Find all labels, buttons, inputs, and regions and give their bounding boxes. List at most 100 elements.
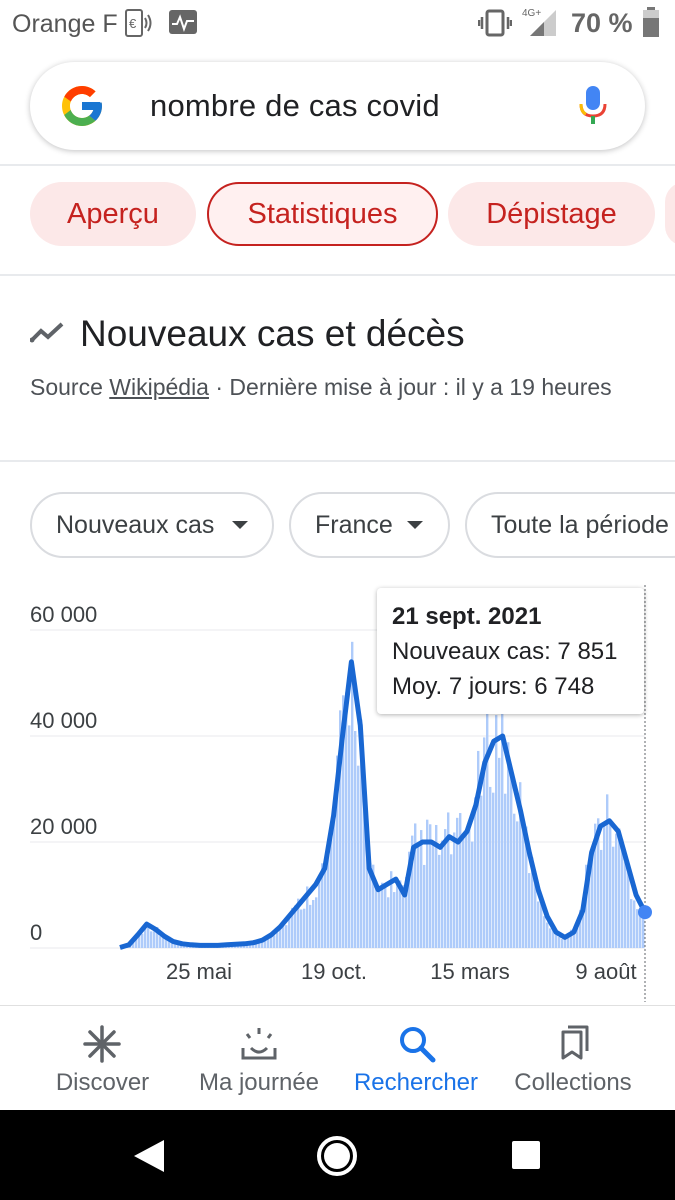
chart-bar: [606, 794, 609, 948]
chart-bar: [537, 901, 540, 948]
chart-bar: [453, 832, 456, 948]
chart-bar: [483, 737, 486, 948]
nav-rechercher[interactable]: Rechercher: [345, 1006, 487, 1111]
chart-y-axis: 60 000 40 000 20 000 0: [30, 602, 97, 945]
chart-bar: [252, 943, 255, 948]
back-icon[interactable]: [132, 1138, 166, 1179]
chart-bar: [444, 829, 447, 948]
chart-bar: [384, 883, 387, 948]
mic-icon[interactable]: [578, 84, 608, 133]
search-query-text[interactable]: nombre de cas covid: [150, 88, 440, 123]
chart-bar: [135, 938, 138, 948]
region-dropdown[interactable]: France: [289, 492, 450, 558]
chart-bar: [405, 876, 408, 948]
sunrise-icon: [239, 1024, 279, 1069]
y-tick-label: 60 000: [30, 602, 97, 627]
chart-bar: [639, 912, 642, 948]
chart-bar: [459, 813, 462, 948]
tab-depistage[interactable]: Dépistage: [448, 182, 655, 246]
chart-bar: [591, 847, 594, 948]
chart-bar: [447, 812, 450, 948]
chart-bar: [474, 797, 477, 948]
metric-dropdown[interactable]: Nouveaux cas: [30, 492, 274, 558]
chart-bar: [525, 826, 528, 948]
chart-bar: [360, 719, 363, 948]
chart-bar: [363, 797, 366, 948]
trending-icon: [29, 318, 66, 353]
chart-bar: [354, 731, 357, 948]
chart-bar: [462, 835, 465, 948]
nav-discover[interactable]: Discover: [40, 1006, 165, 1111]
y-tick-label: 20 000: [30, 814, 97, 839]
source-prefix: Source: [30, 374, 110, 400]
source-suffix: · Dernière mise à jour : il y a 19 heure…: [208, 374, 612, 400]
chart-bar: [411, 835, 414, 948]
chart-bar: [498, 757, 501, 948]
chart-bar: [630, 899, 633, 948]
chart-bar: [165, 937, 168, 948]
chart-bar: [375, 882, 378, 948]
nav-ma-journee[interactable]: Ma journée: [190, 1006, 328, 1111]
y-tick-label: 40 000: [30, 708, 97, 733]
chart-bar: [495, 715, 498, 948]
chart-average-line: [119, 659, 648, 950]
source-link[interactable]: Wikipédia: [109, 374, 209, 400]
chart-bar: [339, 710, 342, 948]
chart-bar: [168, 936, 171, 948]
chart-bar: [369, 863, 372, 948]
period-dropdown[interactable]: Toute la période: [465, 492, 675, 558]
chart-bar: [552, 925, 555, 948]
chart-bar: [600, 849, 603, 948]
divider: [0, 164, 675, 166]
chart-bar: [531, 857, 534, 948]
overview-icon[interactable]: [510, 1139, 542, 1176]
tab-more[interactable]: [665, 182, 675, 246]
chart-bar: [321, 863, 324, 948]
chart-bar: [558, 936, 561, 948]
chart-bar: [351, 641, 354, 948]
activity-icon: [168, 8, 198, 43]
chart-bar: [426, 819, 429, 948]
chart-bar: [408, 851, 411, 948]
divider: [0, 460, 675, 462]
chart-bar: [477, 750, 480, 948]
chart-bar: [174, 941, 177, 948]
nav-collections[interactable]: Collections: [503, 1006, 643, 1111]
google-logo-icon[interactable]: [58, 82, 106, 135]
chart-bar: [570, 929, 573, 948]
system-nav-bar: [0, 1110, 675, 1200]
nav-label: Collections: [514, 1069, 632, 1096]
chart-bar: [372, 864, 375, 948]
chart-bar: [378, 888, 381, 948]
chart-bar: [492, 792, 495, 948]
chart-selected-point[interactable]: [638, 905, 652, 920]
chart-bar: [366, 818, 369, 948]
x-tick-label: 19 oct.: [301, 959, 367, 984]
chart-bar: [393, 892, 396, 948]
chart-bar: [141, 933, 144, 948]
tab-statistiques[interactable]: Statistiques: [207, 182, 438, 246]
chart-bar: [435, 824, 438, 948]
cases-chart[interactable]: 60 000 40 000 20 000 0 25 mai 19 oct. 15 mars…: [0, 570, 675, 1002]
home-icon[interactable]: [316, 1135, 358, 1182]
chart-bar: [276, 932, 279, 948]
chart-bar: [540, 903, 543, 948]
chart-bar: [549, 928, 552, 948]
chart-bar: [528, 873, 531, 948]
chart-bar: [345, 692, 348, 948]
chart-bar: [618, 828, 621, 948]
chart-bar: [297, 898, 300, 948]
nav-label: Ma journée: [198, 1069, 320, 1096]
chart-bar: [162, 936, 165, 948]
chart-bar: [138, 933, 141, 948]
chart-bar: [561, 939, 564, 948]
tab-apercu[interactable]: Aperçu: [30, 182, 196, 246]
chart-bar: [585, 864, 588, 948]
chart-bar: [381, 882, 384, 948]
chart-bar: [555, 934, 558, 948]
chart-bar: [144, 925, 147, 948]
chart-bar: [522, 824, 525, 948]
search-bar[interactable]: nombre de cas covid: [30, 62, 645, 150]
chart-bar: [387, 897, 390, 948]
chart-bar: [582, 897, 585, 948]
